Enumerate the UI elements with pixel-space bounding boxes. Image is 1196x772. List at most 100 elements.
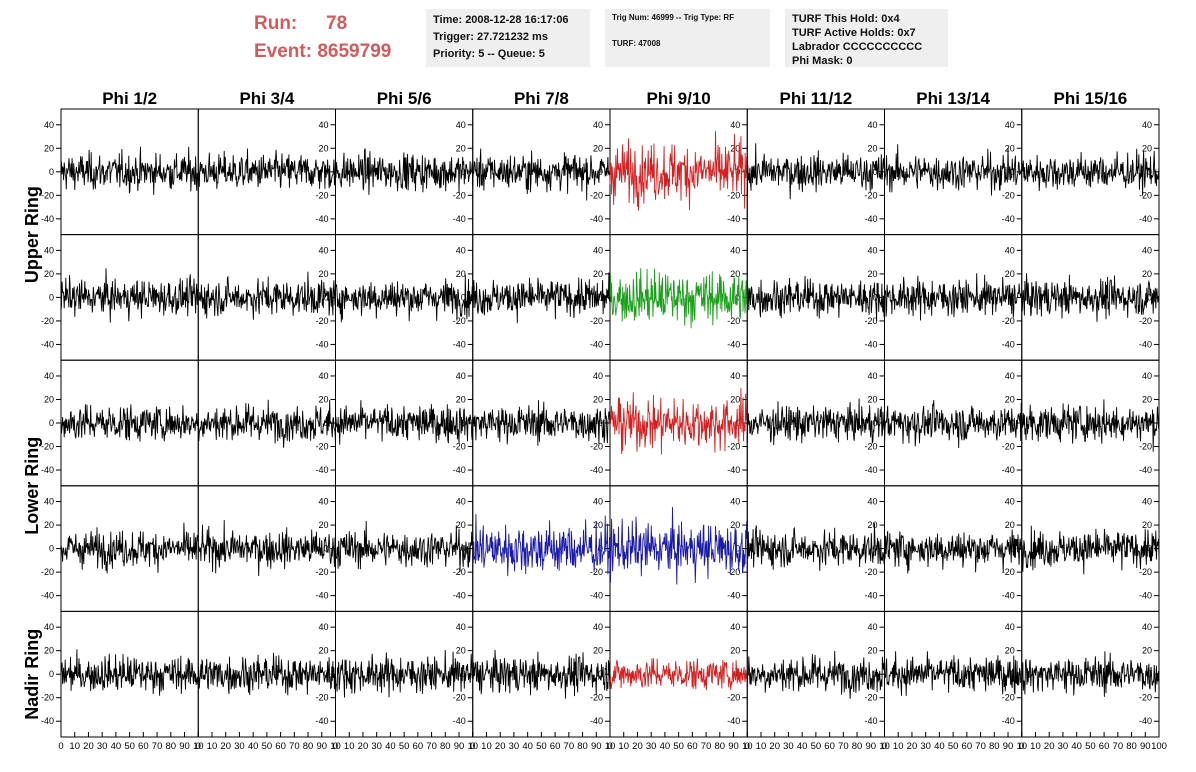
y-tick-label: 20 [593, 269, 603, 279]
x-tick-label: 40 [522, 741, 533, 752]
x-tick-label: 20 [1044, 741, 1055, 752]
x-tick-label: 10 [69, 741, 80, 752]
y-tick-label: -40 [727, 716, 740, 726]
y-tick-label: 20 [730, 394, 740, 404]
time-info-box: Time: 2008-12-28 16:17:06 Trigger: 27.72… [426, 9, 590, 67]
y-tick-label: -20 [590, 442, 603, 452]
x-tick-label: 40 [934, 741, 945, 752]
x-tick-label: 90 [865, 741, 876, 752]
labrador-line: Labrador CCCCCCCCCC [792, 41, 923, 53]
y-tick-label: -40 [1002, 465, 1015, 475]
y-tick-label: -20 [41, 190, 54, 200]
y-tick-label: 40 [44, 497, 54, 507]
y-tick-label: -20 [590, 567, 603, 577]
priority-line: Priority: 5 -- Queue: 5 [433, 48, 545, 60]
x-tick-label: 10 [344, 741, 355, 752]
y-tick-label: 20 [456, 520, 466, 530]
y-tick-label: 40 [318, 622, 328, 632]
y-tick-label: 20 [1142, 269, 1152, 279]
y-tick-label: -40 [1139, 591, 1152, 601]
column-title: Phi 5/6 [377, 89, 432, 108]
x-tick-label: 20 [83, 741, 94, 752]
y-tick-label: 40 [730, 497, 740, 507]
y-tick-label: -40 [1002, 214, 1015, 224]
x-tick-label: 60 [687, 741, 698, 752]
x-tick-label: 10 [1016, 741, 1027, 752]
y-tick-label: 20 [867, 520, 877, 530]
y-tick-label: 0 [323, 418, 328, 428]
y-tick-label: -40 [1139, 339, 1152, 349]
y-tick-label: -40 [1002, 339, 1015, 349]
x-tick-label: 50 [124, 741, 135, 752]
y-tick-label: 0 [461, 167, 466, 177]
y-tick-label: -20 [727, 693, 740, 703]
y-tick-label: -40 [590, 716, 603, 726]
y-tick-label: -40 [1139, 214, 1152, 224]
y-tick-label: 40 [867, 497, 877, 507]
waveform-trace [1021, 651, 1160, 697]
y-tick-label: 40 [318, 245, 328, 255]
y-tick-label: -40 [864, 214, 877, 224]
column-title: Phi 7/8 [514, 89, 569, 108]
y-tick-label: 20 [318, 646, 328, 656]
x-tick-label: 10 [756, 741, 767, 752]
waveform-trace [197, 652, 336, 696]
y-tick-label: 40 [593, 245, 603, 255]
run-label: Run: [254, 13, 298, 34]
y-tick-label: -40 [315, 214, 328, 224]
x-tick-label: 20 [907, 741, 918, 752]
column-title: Phi 11/12 [779, 89, 852, 108]
y-tick-label: 20 [1005, 269, 1015, 279]
waveform-trace [197, 399, 336, 448]
waveform-trace [609, 387, 748, 455]
x-tick-label: 70 [152, 741, 163, 752]
x-tick-label: 0 [882, 741, 887, 752]
y-tick-label: 20 [1005, 646, 1015, 656]
x-tick-label: 30 [509, 741, 520, 752]
y-tick-label: 40 [1142, 120, 1152, 130]
x-tick-label: 30 [1058, 741, 1069, 752]
y-tick-label: 40 [593, 120, 603, 130]
y-tick-label: 0 [461, 669, 466, 679]
row-label: Upper Ring [22, 186, 42, 283]
y-tick-label: 40 [44, 120, 54, 130]
y-tick-label: -20 [727, 190, 740, 200]
x-tick-label: 100 [1151, 741, 1167, 752]
y-tick-label: 40 [867, 245, 877, 255]
waveform-trace [746, 275, 885, 321]
y-tick-label: -20 [41, 567, 54, 577]
y-tick-label: -40 [453, 591, 466, 601]
y-tick-label: 40 [1142, 622, 1152, 632]
x-tick-label: 50 [673, 741, 684, 752]
y-tick-label: -20 [1002, 567, 1015, 577]
y-tick-label: -20 [1139, 442, 1152, 452]
x-tick-label: 30 [234, 741, 245, 752]
waveform-trace [746, 522, 885, 571]
x-tick-label: 10 [467, 741, 478, 752]
y-tick-label: -20 [453, 316, 466, 326]
x-tick-label: 70 [426, 741, 437, 752]
y-tick-label: -20 [1002, 693, 1015, 703]
x-tick-label: 50 [399, 741, 410, 752]
y-tick-label: 0 [49, 167, 54, 177]
waveform-trace [884, 529, 1023, 574]
panel-frame [60, 234, 199, 361]
waveform-trace [746, 650, 885, 699]
waveform-trace [335, 274, 474, 323]
y-tick-label: -40 [41, 716, 54, 726]
x-tick-label: 80 [166, 741, 177, 752]
y-tick-label: 40 [1005, 245, 1015, 255]
y-tick-label: 0 [598, 418, 603, 428]
y-tick-label: 20 [456, 394, 466, 404]
x-tick-label: 60 [550, 741, 561, 752]
column-title: Phi 1/2 [102, 89, 157, 108]
x-tick-label: 20 [220, 741, 231, 752]
x-tick-label: 40 [111, 741, 122, 752]
y-tick-label: 0 [1010, 544, 1015, 554]
y-tick-label: 40 [1142, 371, 1152, 381]
y-tick-label: 40 [318, 497, 328, 507]
x-tick-label: 60 [962, 741, 973, 752]
y-tick-label: 40 [456, 371, 466, 381]
y-tick-label: 40 [593, 371, 603, 381]
